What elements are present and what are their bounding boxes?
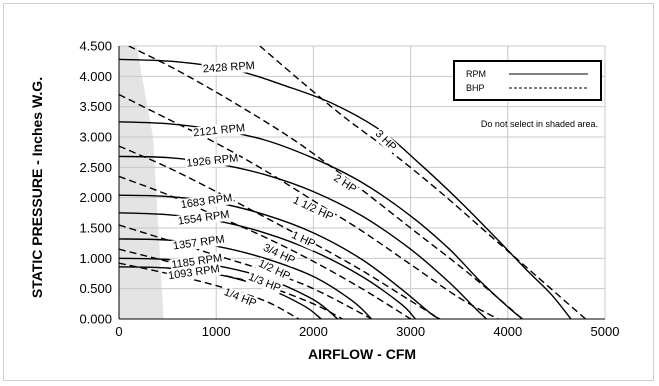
x-tick-label: 4000	[493, 324, 522, 339]
shaded-area-note: Do not select in shaded area.	[481, 119, 598, 129]
curve-label-background	[245, 270, 284, 296]
y-tick-label: 2.000	[79, 190, 112, 205]
rpm-curve-label: 2428 RPM	[203, 60, 256, 76]
bhp-curve	[119, 175, 411, 319]
bhp-curve	[119, 224, 373, 319]
bhp-curve	[259, 46, 587, 319]
bhp-curve	[119, 145, 441, 319]
x-tick-label: 5000	[591, 324, 620, 339]
rpm-curve	[119, 194, 441, 319]
x-tick-label: 2000	[299, 324, 328, 339]
rpm-curve	[119, 212, 417, 319]
y-tick-label: 1.500	[79, 221, 112, 236]
curve-label-background	[169, 252, 225, 272]
y-tick-label: 0.500	[79, 281, 112, 296]
bhp-curve	[119, 93, 499, 319]
curve-label-background	[201, 59, 257, 76]
curve-label-background	[179, 191, 235, 212]
y-tick-label: 2.500	[79, 160, 112, 175]
legend-box	[453, 60, 602, 101]
curve-label-background	[176, 208, 232, 228]
y-tick-label: 3.500	[79, 99, 112, 114]
curve-label-background	[171, 233, 227, 253]
curve-label-background	[288, 228, 318, 251]
curve-label-background	[191, 121, 247, 140]
rpm-curve	[119, 257, 339, 319]
rpm-curve-label: 1554 RPM	[177, 209, 230, 228]
bhp-curve	[128, 46, 523, 319]
x-axis-title: AIRFLOW - CFM	[308, 346, 416, 362]
curve-label-background	[260, 241, 298, 268]
y-tick-label: 4.500	[79, 39, 112, 54]
bhp-curve	[119, 262, 300, 319]
legend-label-rpm: RPM	[466, 69, 486, 79]
curve-label-background	[371, 127, 400, 155]
curve-label-background	[290, 193, 336, 224]
chart-frame: 2428 RPM 2121 RPM 1926 RPM 1683 RPM 1554 RPM…	[3, 3, 654, 381]
rpm-curve-label: 2121 RPM	[193, 122, 246, 139]
x-tick-label: 0	[115, 324, 122, 339]
shaded-region-layer	[119, 46, 164, 319]
y-tick-label: 1.000	[79, 251, 112, 266]
x-tick-label: 1000	[202, 324, 231, 339]
bhp-curve-label: 1/4 HP	[222, 286, 258, 310]
curve-label-background	[255, 257, 293, 284]
legend: RPM BHP	[453, 60, 602, 101]
rpm-curve-label: 1926 RPM	[186, 152, 239, 169]
curve-label-background	[330, 171, 360, 197]
curve-label-background	[166, 262, 222, 283]
curve-label-background	[184, 152, 240, 170]
y-tick-label: 3.000	[79, 130, 112, 145]
y-tick-label: 0.000	[79, 312, 112, 327]
curve-label-background	[221, 285, 259, 311]
legend-label-bhp: BHP	[466, 83, 485, 93]
x-tick-label: 3000	[396, 324, 425, 339]
shaded-region	[119, 46, 164, 319]
y-axis-title: STATIC PRESSURE - Inches W.G.	[29, 77, 45, 298]
y-tick-label: 4.000	[79, 69, 112, 84]
axes-layer: 0 1000 2000 3000 4000 5000 0.000 0.500 1.000 1.50…	[79, 39, 619, 340]
bhp-curve	[119, 248, 343, 319]
